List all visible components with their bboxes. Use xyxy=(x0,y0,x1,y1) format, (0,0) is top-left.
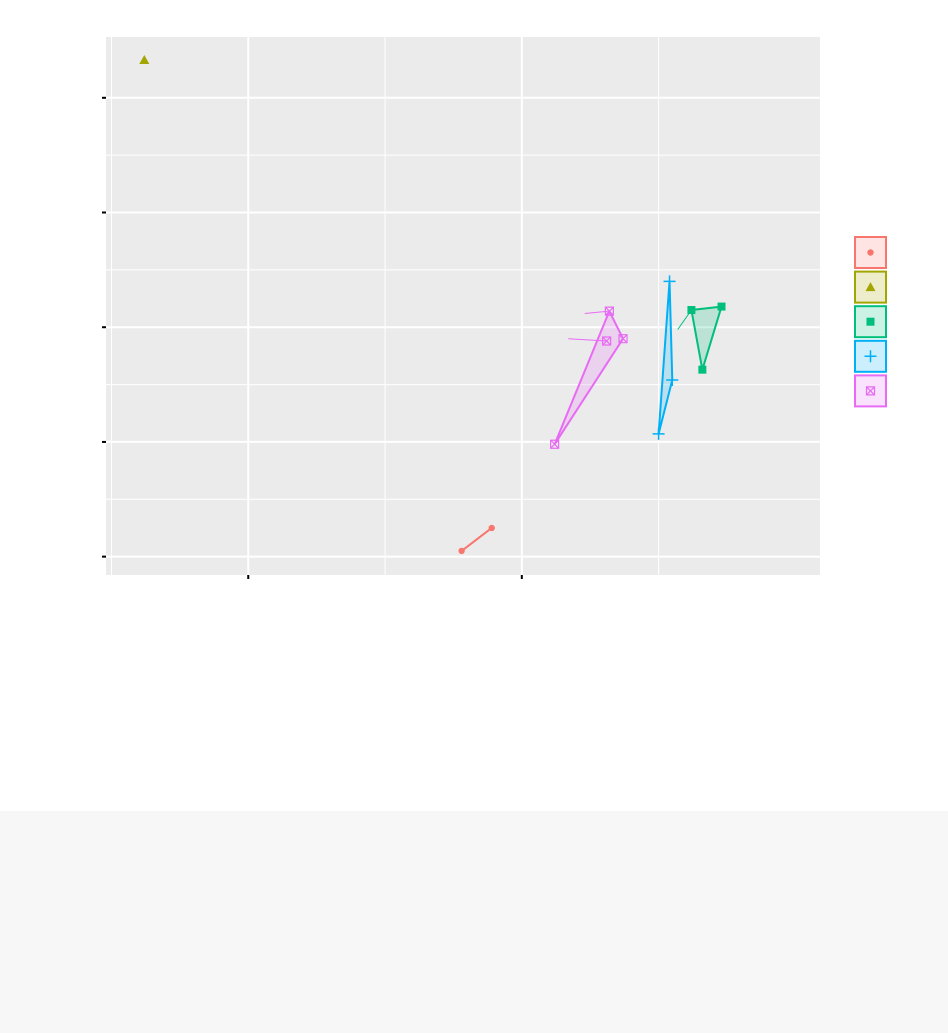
legend-marker-series-3 xyxy=(866,317,875,326)
data-point-series-4 xyxy=(666,373,679,386)
legend-marker-series-5 xyxy=(865,386,876,396)
data-point-series-4 xyxy=(663,275,676,288)
data-point-series-5 xyxy=(604,306,614,316)
panel-background xyxy=(106,37,820,575)
grid xyxy=(106,37,820,575)
data-point-series-3 xyxy=(698,365,707,374)
data-point-series-3 xyxy=(717,302,726,311)
leader-line xyxy=(568,338,607,342)
data-point-series-3 xyxy=(687,306,696,315)
data-point-series-5 xyxy=(602,336,612,346)
hull-series-4 xyxy=(657,280,674,435)
axes xyxy=(102,96,523,579)
legend xyxy=(854,236,887,408)
data-point-series-5 xyxy=(618,334,628,344)
hull-series-3 xyxy=(690,305,723,371)
data-point-series-1 xyxy=(458,547,465,555)
legend-marker-series-1 xyxy=(867,249,874,256)
points xyxy=(139,54,726,555)
data-point-series-4 xyxy=(652,427,665,440)
data-point-series-1 xyxy=(488,524,495,532)
legend-marker-series-2 xyxy=(865,282,876,292)
data-point-series-5 xyxy=(550,439,560,449)
data-point-series-2 xyxy=(139,54,150,64)
legend-marker-series-4 xyxy=(864,350,877,363)
hull-series-1 xyxy=(461,527,493,552)
footer-panel xyxy=(0,811,948,1033)
